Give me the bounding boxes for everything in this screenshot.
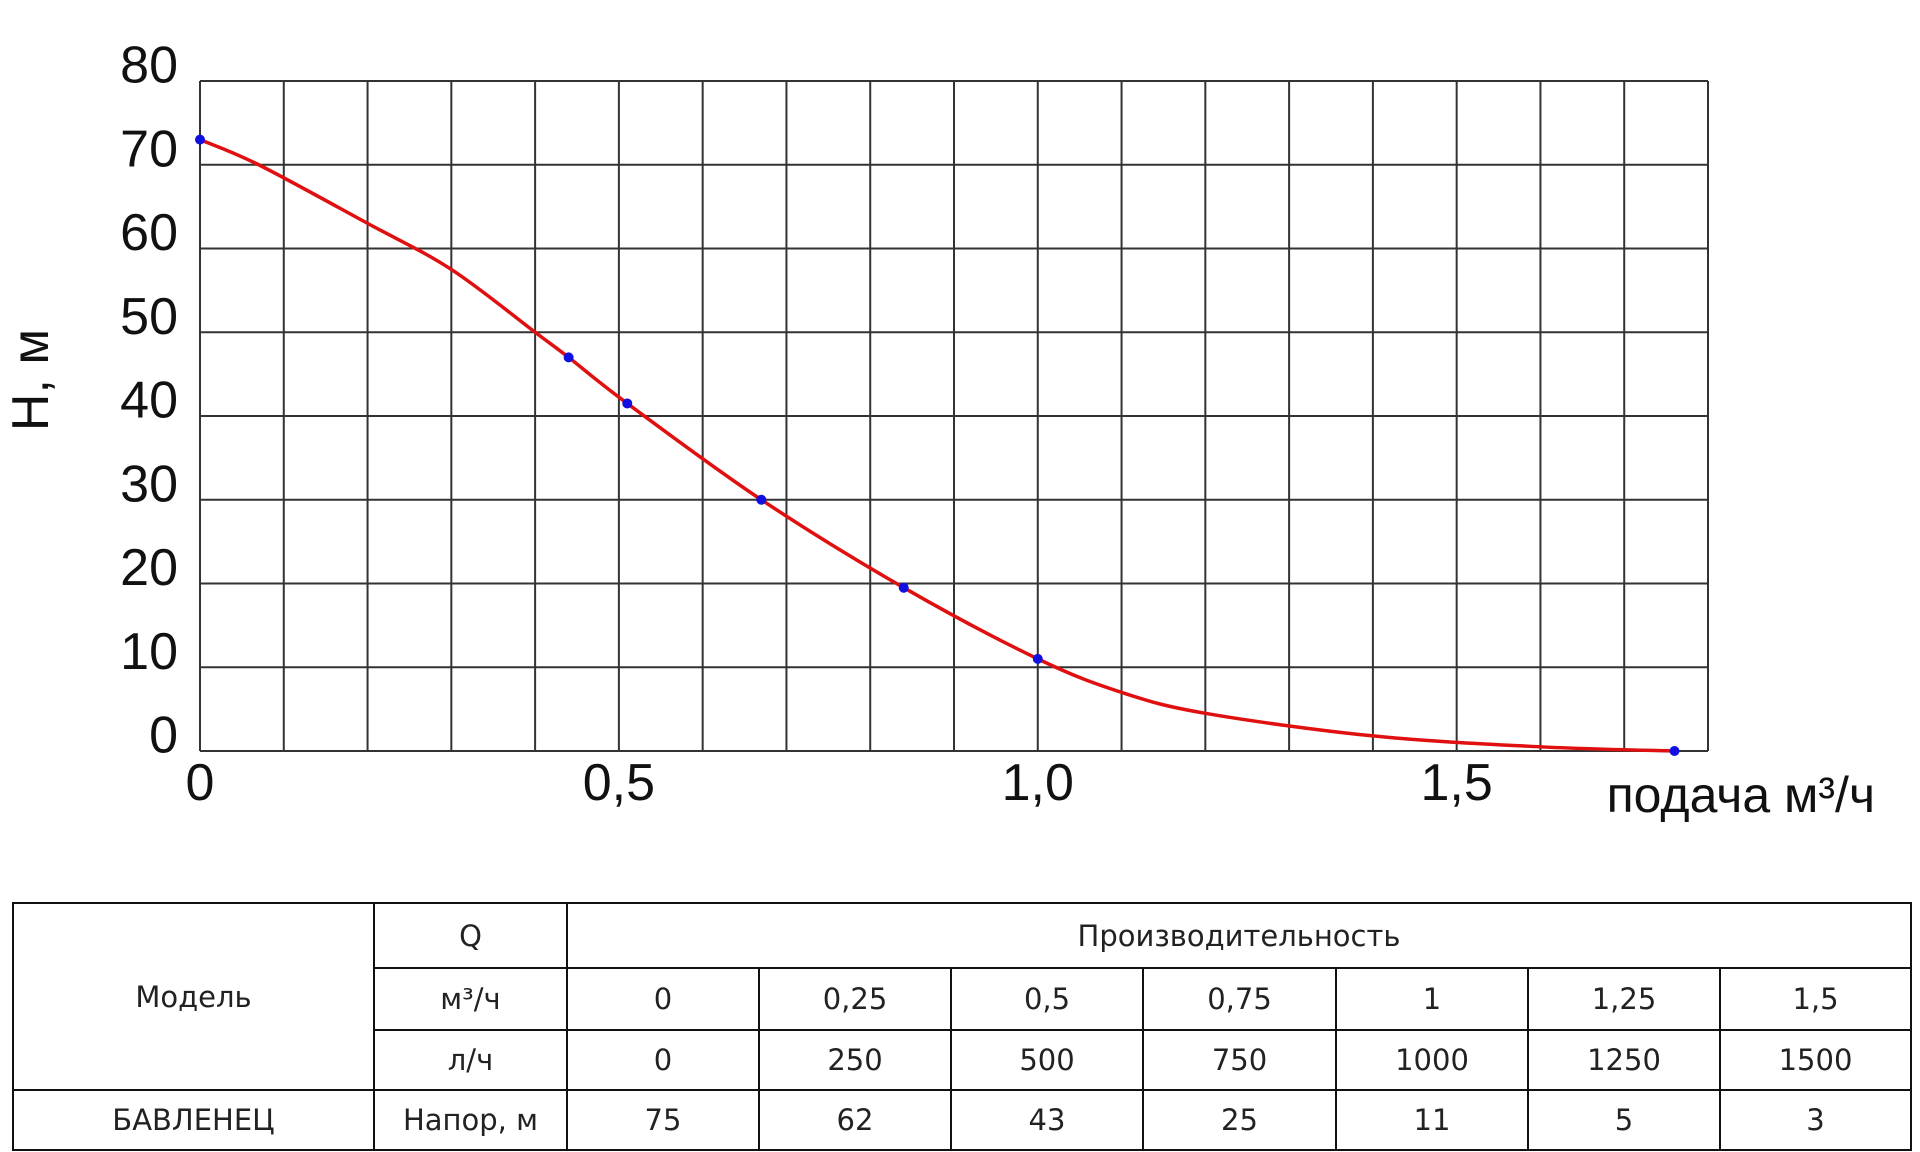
y-tick-label: 80 bbox=[120, 37, 178, 95]
value-cell: 0,5 bbox=[950, 967, 1144, 1031]
data-table: Модель Q Производительность м³/ч 0 0,25 0,5 0,7… bbox=[12, 902, 1912, 1151]
data-point bbox=[195, 134, 205, 145]
data-point bbox=[1669, 746, 1680, 756]
value-cell: 1250 bbox=[1527, 1029, 1721, 1091]
value-cell: 1 bbox=[1335, 967, 1529, 1031]
label-cell: Напор, м bbox=[373, 1089, 568, 1151]
table-row: м³/ч 0 0,25 0,5 0,75 1 1,25 1,5 bbox=[13, 967, 1912, 1031]
value-cell: 0 bbox=[566, 1029, 760, 1091]
x-tick-label: 1,0 bbox=[1002, 754, 1074, 812]
y-tick-label: 10 bbox=[120, 623, 178, 681]
y-tick-label: 30 bbox=[120, 455, 178, 513]
header-cell: Производительность bbox=[566, 902, 1912, 969]
chart: Н, м подача м³/ч 0 10 20 30 40 50 60 70 80 0 0,5 1,… bbox=[2, 37, 1875, 823]
value-cell: 250 bbox=[758, 1029, 952, 1091]
value-cell: 0 bbox=[566, 967, 760, 1031]
value-cell: 43 bbox=[950, 1089, 1144, 1151]
y-tick-label: 60 bbox=[120, 204, 178, 262]
y-tick-label: 0 bbox=[149, 707, 178, 765]
table-row: Модель Q Производительность bbox=[12, 902, 1912, 1091]
header-cell: Модель bbox=[12, 902, 375, 1091]
value-cell: 0,75 bbox=[1142, 967, 1337, 1031]
value-cell: 500 bbox=[950, 1029, 1144, 1091]
value-cell: 62 bbox=[758, 1089, 952, 1151]
model-cell: БАВЛЕНЕЦ bbox=[12, 1089, 375, 1151]
value-cell: 0,25 bbox=[758, 967, 952, 1031]
value-cell: 1000 bbox=[1335, 1029, 1529, 1091]
y-tick-label: 70 bbox=[120, 120, 178, 178]
y-tick-label: 20 bbox=[120, 539, 178, 597]
header-cell: Q bbox=[373, 902, 568, 969]
y-tick-label: 50 bbox=[120, 288, 178, 346]
value-cell: 750 bbox=[1142, 1029, 1337, 1091]
data-point bbox=[622, 398, 633, 409]
data-point bbox=[756, 494, 767, 505]
table-row: БАВЛЕНЕЦ Напор, м 75 62 43 25 11 5 3 bbox=[12, 1089, 1912, 1151]
value-cell: 3 bbox=[1719, 1089, 1912, 1151]
x-tick-label: 0,5 bbox=[583, 754, 655, 812]
x-tick-label: 1,5 bbox=[1421, 754, 1493, 812]
x-tick-label: 0 bbox=[186, 754, 215, 812]
table-row: л/ч 0 250 500 750 1000 1250 1500 bbox=[13, 1029, 1912, 1091]
y-axis-label: Н, м bbox=[2, 329, 60, 431]
value-cell: 11 bbox=[1335, 1089, 1529, 1151]
unit-cell: л/ч bbox=[373, 1029, 568, 1091]
value-cell: 25 bbox=[1142, 1089, 1337, 1151]
data-point bbox=[563, 352, 574, 363]
unit-cell: м³/ч bbox=[373, 967, 568, 1031]
x-axis-label: подача м³/ч bbox=[1607, 767, 1875, 823]
data-point bbox=[898, 582, 909, 593]
value-cell: 1,25 bbox=[1527, 967, 1721, 1031]
data-point bbox=[1032, 653, 1043, 664]
value-cell: 75 bbox=[566, 1089, 760, 1151]
value-cell: 5 bbox=[1527, 1089, 1721, 1151]
value-cell: 1,5 bbox=[1719, 967, 1912, 1031]
y-tick-label: 40 bbox=[120, 372, 178, 430]
curve bbox=[199, 138, 1675, 753]
value-cell: 1500 bbox=[1719, 1029, 1912, 1091]
